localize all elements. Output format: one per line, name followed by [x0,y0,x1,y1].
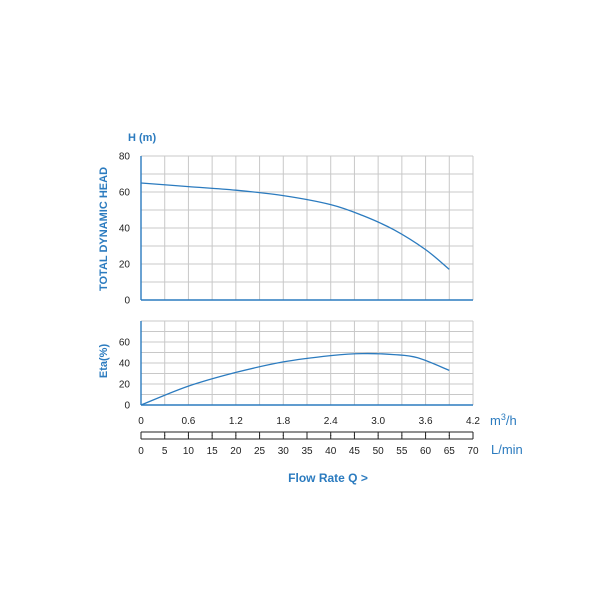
lmin-tick-label: 60 [420,446,432,457]
head-y-tick-label: 20 [119,260,131,271]
eta-y-tick-label: 40 [119,359,131,370]
eta-y-tick-label: 0 [124,401,130,412]
eta-axis-label: Eta(%) [98,344,110,379]
lmin-tick-label: 40 [325,446,337,457]
lmin-tick-label: 25 [254,446,266,457]
eta-y-tick-label: 20 [119,380,131,391]
m3h-tick-label: 1.8 [276,416,290,427]
m3h-tick-label: 3.6 [419,416,433,427]
m3h-axis: 0 0.6 1.2 1.8 2.4 3.0 3.6 4.2 [138,416,480,436]
lmin-tick-label: 15 [207,446,219,457]
eta-y-tick-label: 60 [119,338,131,349]
h-unit-label: H (m) [128,132,156,144]
m3h-tick-label: 2.4 [324,416,338,427]
lmin-axis: 0 5 10 15 20 25 30 35 40 45 50 55 60 65 70 [138,435,479,457]
head-axis-label: TOTAL DYNAMIC HEAD [98,167,110,291]
m3h-tick-label: 4.2 [466,416,480,427]
lmin-tick-label: 45 [349,446,361,457]
lmin-tick-label: 65 [444,446,456,457]
eta-y-ticks: 0 20 40 60 [119,338,131,412]
lmin-tick-label: 35 [301,446,313,457]
m3h-unit-tail: /h [506,413,517,428]
head-y-tick-label: 0 [124,296,130,307]
m3h-unit-label: m3/h [490,412,517,428]
eta-curve [140,352,450,406]
lmin-tick-label: 30 [278,446,290,457]
m3h-tick-label: 0.6 [181,416,195,427]
lmin-tick-label: 55 [396,446,408,457]
head-y-ticks: 0 20 40 60 80 [119,152,131,307]
m3h-tick-label: 0 [138,416,144,427]
eta-chart-grid [140,320,474,406]
lmin-tick-label: 20 [230,446,242,457]
lmin-tick-label: 5 [162,446,168,457]
m3h-unit-base: m [490,413,501,428]
flow-rate-title: Flow Rate Q > [288,471,368,485]
lmin-tick-label: 0 [138,446,144,457]
m3h-tick-label: 3.0 [371,416,385,427]
head-curve [140,182,450,270]
lmin-tick-label: 50 [373,446,385,457]
head-chart-grid [140,155,474,301]
head-y-tick-label: 40 [119,224,131,235]
lmin-unit-label: L/min [491,442,523,457]
m3h-tick-label: 1.2 [229,416,243,427]
lmin-tick-label: 10 [183,446,195,457]
m3h-unit-sup: 3 [501,412,506,422]
head-y-tick-label: 60 [119,188,131,199]
lmin-tick-label: 70 [467,446,479,457]
head-y-tick-label: 80 [119,152,131,163]
